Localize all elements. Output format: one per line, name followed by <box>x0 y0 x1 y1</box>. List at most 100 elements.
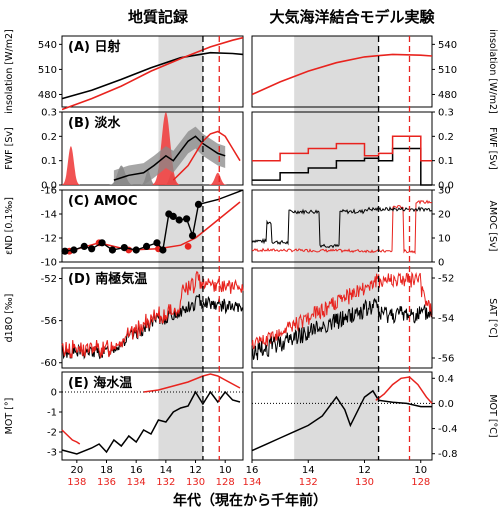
y-tick-label-right: 0.0 <box>438 181 454 192</box>
fwf-red-peak <box>208 172 227 185</box>
end-red-line <box>69 201 241 252</box>
d18o-black <box>61 293 244 360</box>
panel-E: (E) 海水温 0 -1 -2 -3 MOT [°] 0.4 0.0 -0.4 -0.8 MOT [… <box>4 371 498 461</box>
y-tick-label: 0.3 <box>41 108 57 119</box>
panel-B: (B) 淡水 0.3 0.2 0.1 0.0 FWF [Sv] 0.3 0.2 0.1 0.0 FW… <box>4 108 498 192</box>
y-tick-label-right: -54 <box>438 314 454 325</box>
panel-A: (A) 日射 540 510 480 insolation [W/m2] 540 510 48… <box>4 29 498 113</box>
end-black-point <box>108 246 117 254</box>
end-black-point <box>183 215 191 223</box>
y-tick-label: 510 <box>38 65 57 76</box>
mot-model-red <box>375 376 433 404</box>
panel-frame-right <box>251 371 433 461</box>
x-tick-label-red: 130 <box>186 477 205 488</box>
panel-D: (D) 南極気温 -52 -56 -60 d18O [‰] -52 -54 -56 SAT [°… <box>4 267 498 369</box>
y-tick-label: -60 <box>41 358 57 369</box>
y-tick-label: 0.1 <box>41 156 57 167</box>
panel-frame-left <box>61 371 244 461</box>
mot-model-black <box>251 389 432 452</box>
y-tick-label-right: 0.1 <box>438 156 454 167</box>
x-tick-label-black-right: 16 <box>246 465 259 476</box>
end-red-point <box>184 243 192 250</box>
end-black-point <box>175 216 183 224</box>
y-tick-label: 540 <box>38 40 57 51</box>
header-left: 地質記録 <box>128 8 189 26</box>
y-tick-label-right: 540 <box>438 40 457 51</box>
panel-frame-left <box>61 35 244 108</box>
y-axis-label: insolation [W/m2] <box>4 29 15 113</box>
panel-frame-right <box>251 35 433 108</box>
fwf-black-line <box>113 135 226 181</box>
y-tick-label: -3 <box>47 448 57 459</box>
y-tick-label-right: 10 <box>438 234 451 245</box>
fwf-gray-band <box>113 126 226 185</box>
header-right: 大気海洋結合モデル実験 <box>269 8 435 26</box>
y-tick-label-right: 510 <box>438 65 457 76</box>
y-tick-label: 480 <box>38 90 57 101</box>
panel-frame-left <box>61 189 244 263</box>
end-black-point <box>61 247 69 255</box>
y-tick-label-right: -52 <box>438 274 454 285</box>
insolation-line-red <box>61 36 244 111</box>
y-tick-label-right: 0.2 <box>438 132 454 143</box>
end-black-point <box>194 200 203 208</box>
y-tick-label-right: 0 <box>438 258 444 269</box>
panel-title: (C) AMOC <box>68 194 138 209</box>
end-black-point <box>142 242 151 250</box>
end-black-point <box>153 239 161 247</box>
x-tick-label-red: 134 <box>127 477 146 488</box>
y-tick-label-right: 480 <box>438 90 457 101</box>
panel-frame-right <box>251 189 433 263</box>
x-tick-label-black: 12 <box>189 465 202 476</box>
x-tick-label-red: 132 <box>156 477 175 488</box>
y-tick-label: -2 <box>47 428 57 439</box>
y-tick-label: -16 <box>41 186 57 197</box>
x-tick-label-red-right: 128 <box>411 477 430 488</box>
mot-red-start <box>61 429 81 445</box>
insolation-line-right-red <box>251 53 433 96</box>
end-black-point <box>70 246 78 254</box>
end-black-point <box>88 245 96 253</box>
fwf-red-line <box>172 130 241 181</box>
fwf-model-black <box>252 147 432 186</box>
x-tick-label-black: 20 <box>70 465 83 476</box>
y-tick-label: 0.2 <box>41 132 57 143</box>
y-tick-label: -10 <box>41 258 57 269</box>
panel-title: (B) 淡水 <box>68 115 121 131</box>
y-axis-label: εND [0.1‰] <box>4 197 15 255</box>
panel-title: (D) 南極気温 <box>68 271 147 287</box>
mot-black <box>61 390 241 455</box>
x-tick-label-red: 138 <box>67 477 86 488</box>
y-axis-label-right: MOT [°C] <box>487 394 498 437</box>
x-axis-title: 年代（現在から千年前） <box>173 492 327 509</box>
y-axis-label-right: insolation [W/m2] <box>487 29 498 113</box>
end-black-point <box>169 212 177 220</box>
y-tick-label: 0 <box>51 388 57 399</box>
x-tick-label-red: 136 <box>97 477 116 488</box>
y-tick-label-right: -0.8 <box>438 449 458 460</box>
end-black-point <box>188 232 197 240</box>
end-black-trend <box>198 189 244 206</box>
sat-model-red <box>251 271 433 350</box>
y-tick-label-right: -56 <box>438 354 454 365</box>
end-black-point <box>80 242 88 250</box>
d18o-red <box>61 270 244 359</box>
x-tick-label-red-right: 134 <box>242 477 261 488</box>
x-tick-label-red-right: 132 <box>299 477 318 488</box>
y-tick-label-right: 0.4 <box>438 374 454 385</box>
y-axis-label-right: AMOC [Sv] <box>487 201 498 252</box>
amoc-model-black <box>251 205 433 249</box>
y-axis-label: FWF [Sv] <box>4 127 15 169</box>
y-tick-label-right: 20 <box>438 210 451 221</box>
x-tick-label-red: 128 <box>216 477 235 488</box>
panel-C: (C) AMOC -16 -14 -12 -10 εND [0.1‰] 30 20 10 0 AMO… <box>4 186 498 269</box>
y-axis-label-right: SAT [°C] <box>487 298 498 338</box>
y-axis-label: MOT [°] <box>4 398 15 435</box>
end-black-point <box>120 244 128 252</box>
sat-model-black <box>251 297 432 361</box>
y-tick-label: 0.0 <box>41 181 57 192</box>
end-black-point <box>98 239 106 247</box>
x-tick-label-black: 16 <box>130 465 143 476</box>
x-tick-label-red-right: 130 <box>355 477 374 488</box>
